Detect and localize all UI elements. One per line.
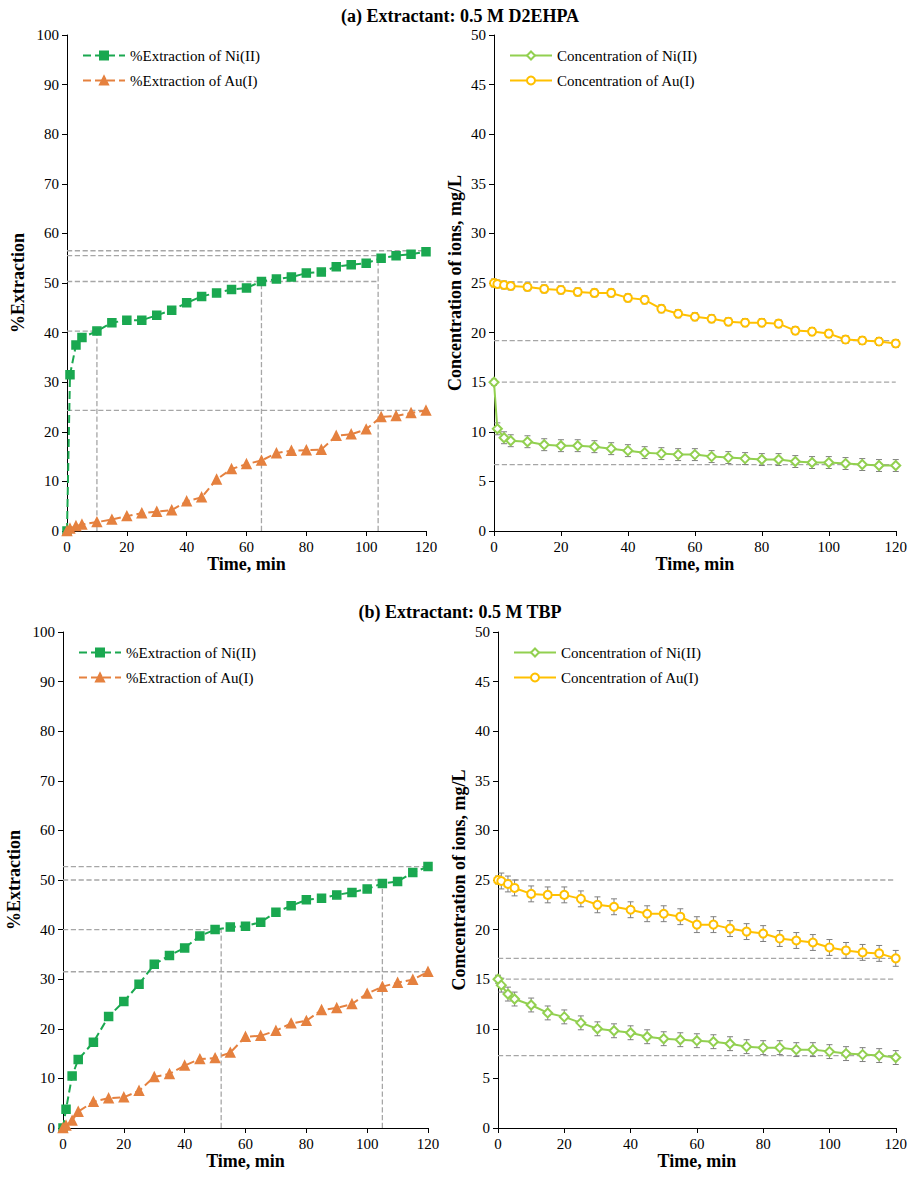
svg-text:Time, min: Time, min: [207, 554, 286, 574]
svg-text:60: 60: [239, 539, 254, 555]
svg-text:20: 20: [44, 424, 59, 440]
svg-text:80: 80: [299, 539, 314, 555]
svg-text:%Extraction of Ni(II): %Extraction of Ni(II): [126, 645, 256, 662]
svg-text:40: 40: [475, 723, 490, 739]
svg-text:40: 40: [40, 922, 55, 938]
svg-text:%Extraction: %Extraction: [8, 233, 28, 333]
svg-text:10: 10: [40, 1070, 55, 1086]
svg-text:50: 50: [44, 275, 59, 291]
svg-text:80: 80: [40, 723, 55, 739]
svg-text:35: 35: [471, 176, 486, 192]
svg-text:15: 15: [475, 971, 490, 987]
svg-text:40: 40: [471, 126, 486, 142]
svg-text:80: 80: [754, 539, 769, 555]
svg-text:60: 60: [689, 1136, 704, 1152]
svg-text:60: 60: [40, 822, 55, 838]
svg-text:100: 100: [33, 624, 56, 640]
svg-text:120: 120: [415, 539, 438, 555]
svg-text:Time, min: Time, min: [206, 1151, 285, 1171]
svg-text:0: 0: [59, 1136, 67, 1152]
svg-text:15: 15: [471, 374, 486, 390]
svg-text:50: 50: [471, 27, 486, 43]
svg-text:45: 45: [471, 77, 486, 93]
svg-text:120: 120: [417, 1136, 440, 1152]
svg-text:120: 120: [885, 539, 908, 555]
svg-text:70: 70: [40, 773, 55, 789]
svg-text:80: 80: [44, 126, 59, 142]
svg-text:0: 0: [479, 523, 487, 539]
svg-text:40: 40: [623, 1136, 638, 1152]
svg-text:100: 100: [37, 27, 60, 43]
svg-text:10: 10: [44, 473, 59, 489]
svg-text:(b) Extractant: 0.5 M TBP: (b) Extractant: 0.5 M TBP: [358, 602, 561, 623]
svg-text:0: 0: [63, 539, 71, 555]
svg-text:35: 35: [475, 773, 490, 789]
svg-text:20: 20: [475, 922, 490, 938]
svg-text:100: 100: [818, 539, 841, 555]
svg-text:100: 100: [818, 1136, 841, 1152]
svg-text:0: 0: [490, 539, 498, 555]
svg-text:Concentration of Au(I): Concentration of Au(I): [561, 670, 698, 687]
svg-text:10: 10: [475, 1021, 490, 1037]
svg-text:%Extraction of Au(I): %Extraction of Au(I): [130, 73, 257, 90]
svg-text:%Extraction of Ni(II): %Extraction of Ni(II): [130, 48, 260, 65]
svg-text:90: 90: [40, 674, 55, 690]
svg-text:Concentration of Ni(II): Concentration of Ni(II): [561, 645, 701, 662]
svg-text:100: 100: [355, 539, 378, 555]
svg-text:20: 20: [557, 1136, 572, 1152]
svg-text:60: 60: [238, 1136, 253, 1152]
svg-text:120: 120: [885, 1136, 908, 1152]
svg-text:50: 50: [40, 872, 55, 888]
svg-text:40: 40: [179, 539, 194, 555]
svg-text:20: 20: [40, 1021, 55, 1037]
svg-text:Concentration of Au(I): Concentration of Au(I): [557, 73, 694, 90]
svg-text:30: 30: [471, 225, 486, 241]
svg-text:Concentration of ions, mg/L: Concentration of ions, mg/L: [445, 175, 465, 391]
svg-text:40: 40: [177, 1136, 192, 1152]
svg-text:45: 45: [475, 674, 490, 690]
svg-text:Comcentration of ions, mg/L: Comcentration of ions, mg/L: [449, 770, 469, 991]
svg-text:90: 90: [44, 77, 59, 93]
svg-text:20: 20: [471, 325, 486, 341]
svg-text:20: 20: [553, 539, 568, 555]
svg-text:25: 25: [475, 872, 490, 888]
svg-text:(a) Extractant: 0.5 M D2EHPA: (a) Extractant: 0.5 M D2EHPA: [341, 6, 579, 27]
svg-text:10: 10: [471, 424, 486, 440]
svg-text:0: 0: [494, 1136, 502, 1152]
svg-text:80: 80: [756, 1136, 771, 1152]
svg-text:80: 80: [299, 1136, 314, 1152]
svg-text:5: 5: [483, 1070, 491, 1086]
svg-text:30: 30: [44, 374, 59, 390]
svg-text:20: 20: [116, 1136, 131, 1152]
svg-text:100: 100: [356, 1136, 379, 1152]
svg-text:Concentration of Ni(II): Concentration of Ni(II): [557, 48, 697, 65]
svg-text:60: 60: [44, 225, 59, 241]
svg-text:5: 5: [479, 473, 487, 489]
svg-text:%Extraction: %Extraction: [4, 830, 24, 930]
svg-text:70: 70: [44, 176, 59, 192]
svg-text:30: 30: [475, 822, 490, 838]
svg-text:50: 50: [475, 624, 490, 640]
svg-text:60: 60: [687, 539, 702, 555]
svg-text:40: 40: [44, 325, 59, 341]
svg-text:20: 20: [119, 539, 134, 555]
svg-text:Time, min: Time, min: [656, 554, 735, 574]
svg-text:0: 0: [48, 1120, 56, 1136]
svg-text:25: 25: [471, 275, 486, 291]
svg-text:Time, min: Time, min: [658, 1151, 737, 1171]
svg-text:0: 0: [483, 1120, 491, 1136]
svg-text:0: 0: [52, 523, 60, 539]
svg-text:30: 30: [40, 971, 55, 987]
svg-text:40: 40: [620, 539, 635, 555]
svg-text:%Extraction of Au(I): %Extraction of Au(I): [126, 670, 253, 687]
